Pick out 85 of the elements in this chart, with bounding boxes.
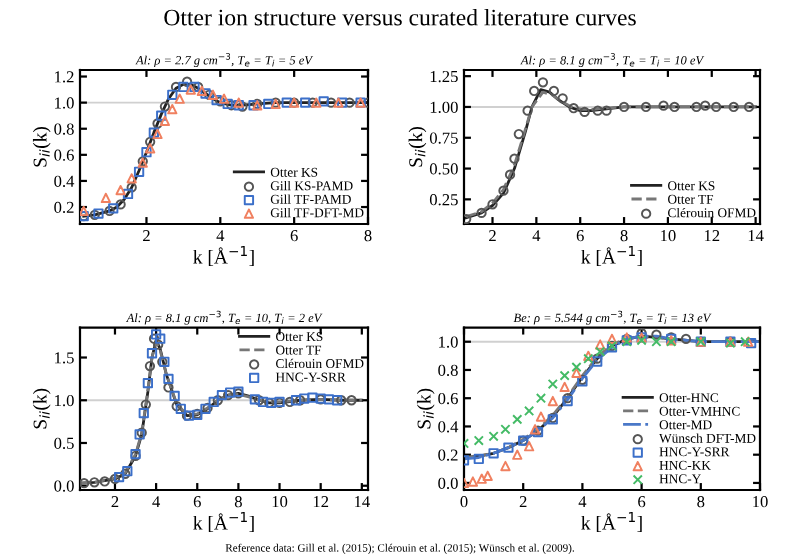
y-tick-label: 0.6 <box>438 392 458 405</box>
point <box>547 378 558 390</box>
point <box>512 449 523 460</box>
point <box>174 93 185 104</box>
y-tick-label: 1.2 <box>55 71 74 83</box>
point <box>115 184 126 196</box>
point <box>100 192 111 204</box>
point <box>467 476 479 487</box>
y-axis-title: S$_{ii}$(k) <box>32 126 51 167</box>
point <box>500 460 511 472</box>
y-axis-title: S$_{ii}$(k) <box>32 388 51 429</box>
point <box>571 362 582 373</box>
x-tick-label: 4 <box>152 496 161 508</box>
point <box>473 435 484 446</box>
y-tick-label: 0.2 <box>438 449 458 461</box>
point <box>523 405 535 417</box>
point <box>476 473 487 484</box>
point <box>535 411 547 422</box>
x-tick-label: 2 <box>111 496 119 508</box>
y-tick-label: 0.8 <box>438 364 458 376</box>
point <box>535 393 547 404</box>
y-tick-label: 0.0 <box>438 477 458 489</box>
x-axis-title: k [Å$^{−1}$] <box>581 246 642 266</box>
y-tick-label: 0.6 <box>54 149 74 161</box>
x-axis-title: k [Å$^{−1}$] <box>581 512 642 532</box>
x-tick-label: 4 <box>216 230 225 242</box>
y-tick-label: 0.4 <box>438 421 459 433</box>
x-tick-label: 6 <box>638 496 646 508</box>
x-tick-label: 6 <box>193 496 201 508</box>
y-tick-label: 1.0 <box>439 336 458 348</box>
line-series <box>82 82 368 218</box>
x-tick-label: 10 <box>272 496 288 508</box>
point <box>482 470 493 482</box>
point <box>126 173 137 184</box>
y-tick-label: 1.0 <box>55 97 74 109</box>
text: Otter ion structure versus curated literature curves <box>164 8 636 26</box>
x-tick-label: 14 <box>748 230 764 242</box>
x-tick-label: 2 <box>143 230 150 242</box>
x-tick-label: 8 <box>620 230 628 242</box>
point <box>523 441 535 452</box>
x-tick-label: 14 <box>354 496 370 508</box>
x-tick-label: 2 <box>519 496 527 508</box>
y-tick-label: 0.4 <box>54 175 75 187</box>
x-tick-label: 8 <box>234 496 242 508</box>
y-axis-title: S$_{ii}$(k) <box>408 126 427 167</box>
y-tick-label: 0.8 <box>54 123 74 135</box>
x-tick-label: 8 <box>364 230 372 242</box>
y-tick-label: 0.5 <box>54 437 74 450</box>
x-axis-title: k [Å$^{−1}$] <box>193 512 254 532</box>
x-tick-label: 10 <box>661 230 676 242</box>
x-tick-label: 4 <box>532 230 541 242</box>
x-tick-label: 6 <box>576 230 584 242</box>
x-tick-label: 4 <box>578 496 587 508</box>
point <box>547 395 558 407</box>
point <box>559 381 570 393</box>
y-tick-label: 1.5 <box>55 352 74 364</box>
x-tick-label: 10 <box>753 496 768 508</box>
y-tick-label: 0.2 <box>54 201 74 214</box>
x-tick-label: 12 <box>313 496 329 508</box>
x-tick-label: 0 <box>460 496 468 508</box>
point <box>606 333 618 345</box>
y-axis-title: S$_{ii}$(k) <box>416 388 435 429</box>
y-tick-label: 1.25 <box>430 70 458 83</box>
y-tick-label: 1.0 <box>55 394 74 407</box>
y-tick-label: 1.00 <box>430 101 458 113</box>
point <box>595 346 606 357</box>
point <box>159 115 171 127</box>
y-tick-label: 0.75 <box>429 132 458 144</box>
x-tick-label: 12 <box>704 230 720 242</box>
y-tick-label: 0.0 <box>54 480 74 492</box>
point <box>167 104 178 115</box>
point <box>559 370 570 381</box>
y-tick-label: 0.50 <box>429 163 458 175</box>
point <box>571 367 582 378</box>
point <box>500 424 511 435</box>
point <box>651 336 662 347</box>
point <box>595 339 606 350</box>
x-tick-label: 2 <box>489 230 496 242</box>
point <box>488 431 499 442</box>
x-tick-label: 6 <box>290 230 298 242</box>
x-tick-label: 8 <box>697 496 705 508</box>
point <box>80 205 89 217</box>
y-tick-label: 0.25 <box>429 194 458 206</box>
x-axis-title: k [Å$^{−1}$] <box>193 246 254 266</box>
point <box>512 414 523 425</box>
